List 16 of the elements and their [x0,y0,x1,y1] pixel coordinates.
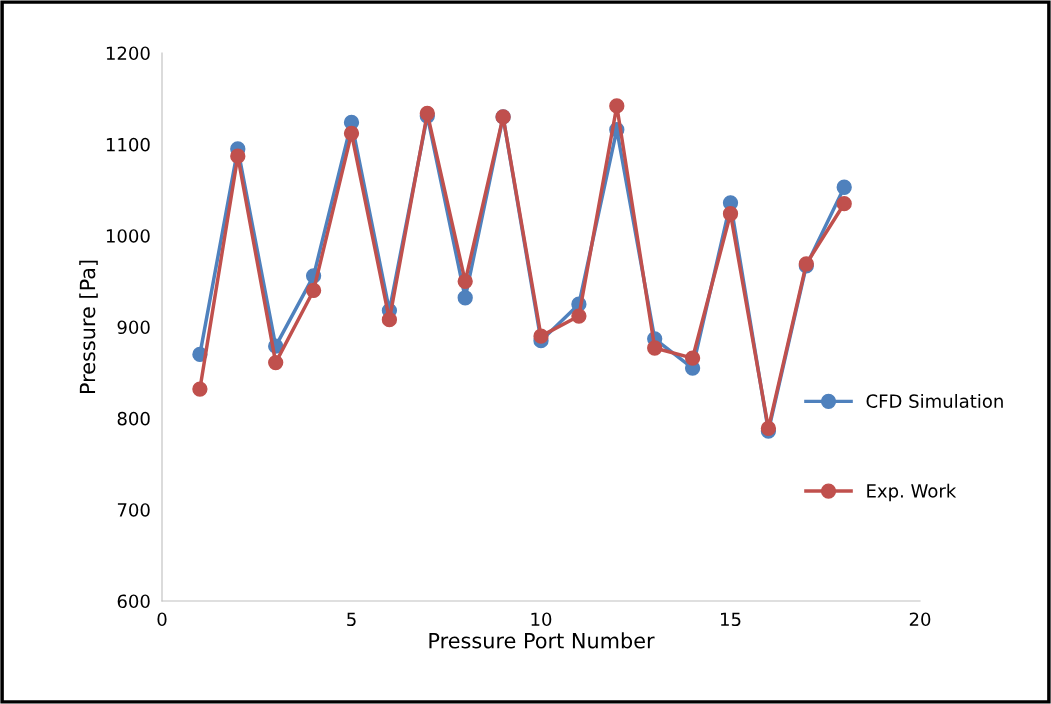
y-tick-label: 1000 [106,229,150,243]
y-tick-label: 900 [117,320,150,335]
x-tick-label: 0 [157,612,167,627]
y-axis-title: Pressure [Pa] [79,260,98,394]
y-tick-label: 600 [117,594,150,609]
x-axis-title: Pressure Port Number [429,632,655,649]
y-tick-label: 700 [117,503,150,517]
x-tick-label: 10 [531,612,552,627]
x-tick-label: 20 [909,612,931,627]
legend-label: Exp. Work [867,483,957,502]
y-tick-label: 1200 [106,46,150,61]
y-tick-label: 1100 [106,137,150,152]
y-tick-label: 800 [117,411,150,426]
x-tick-label: 5 [347,612,356,627]
x-tick-label: 15 [721,612,741,627]
legend-label: CFD Simulation [866,393,1003,408]
